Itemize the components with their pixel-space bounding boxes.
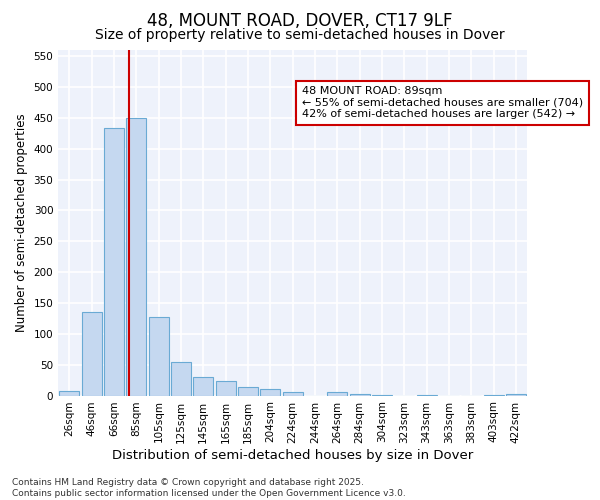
Text: Size of property relative to semi-detached houses in Dover: Size of property relative to semi-detach… <box>95 28 505 42</box>
Bar <box>260 390 280 396</box>
Bar <box>506 394 526 396</box>
Bar <box>193 377 214 396</box>
Bar <box>59 391 79 396</box>
Bar <box>126 118 146 396</box>
Bar <box>283 392 302 396</box>
Bar <box>82 312 102 396</box>
Text: 48, MOUNT ROAD, DOVER, CT17 9LF: 48, MOUNT ROAD, DOVER, CT17 9LF <box>147 12 453 30</box>
Bar <box>416 395 437 396</box>
Bar <box>238 387 258 396</box>
Bar <box>372 395 392 396</box>
Bar <box>484 395 503 396</box>
Bar <box>104 128 124 396</box>
Bar <box>327 392 347 396</box>
Text: Contains HM Land Registry data © Crown copyright and database right 2025.
Contai: Contains HM Land Registry data © Crown c… <box>12 478 406 498</box>
X-axis label: Distribution of semi-detached houses by size in Dover: Distribution of semi-detached houses by … <box>112 450 473 462</box>
Bar <box>149 317 169 396</box>
Bar <box>215 381 236 396</box>
Y-axis label: Number of semi-detached properties: Number of semi-detached properties <box>15 114 28 332</box>
Bar <box>350 394 370 396</box>
Bar <box>171 362 191 396</box>
Text: 48 MOUNT ROAD: 89sqm
← 55% of semi-detached houses are smaller (704)
42% of semi: 48 MOUNT ROAD: 89sqm ← 55% of semi-detac… <box>302 86 583 120</box>
